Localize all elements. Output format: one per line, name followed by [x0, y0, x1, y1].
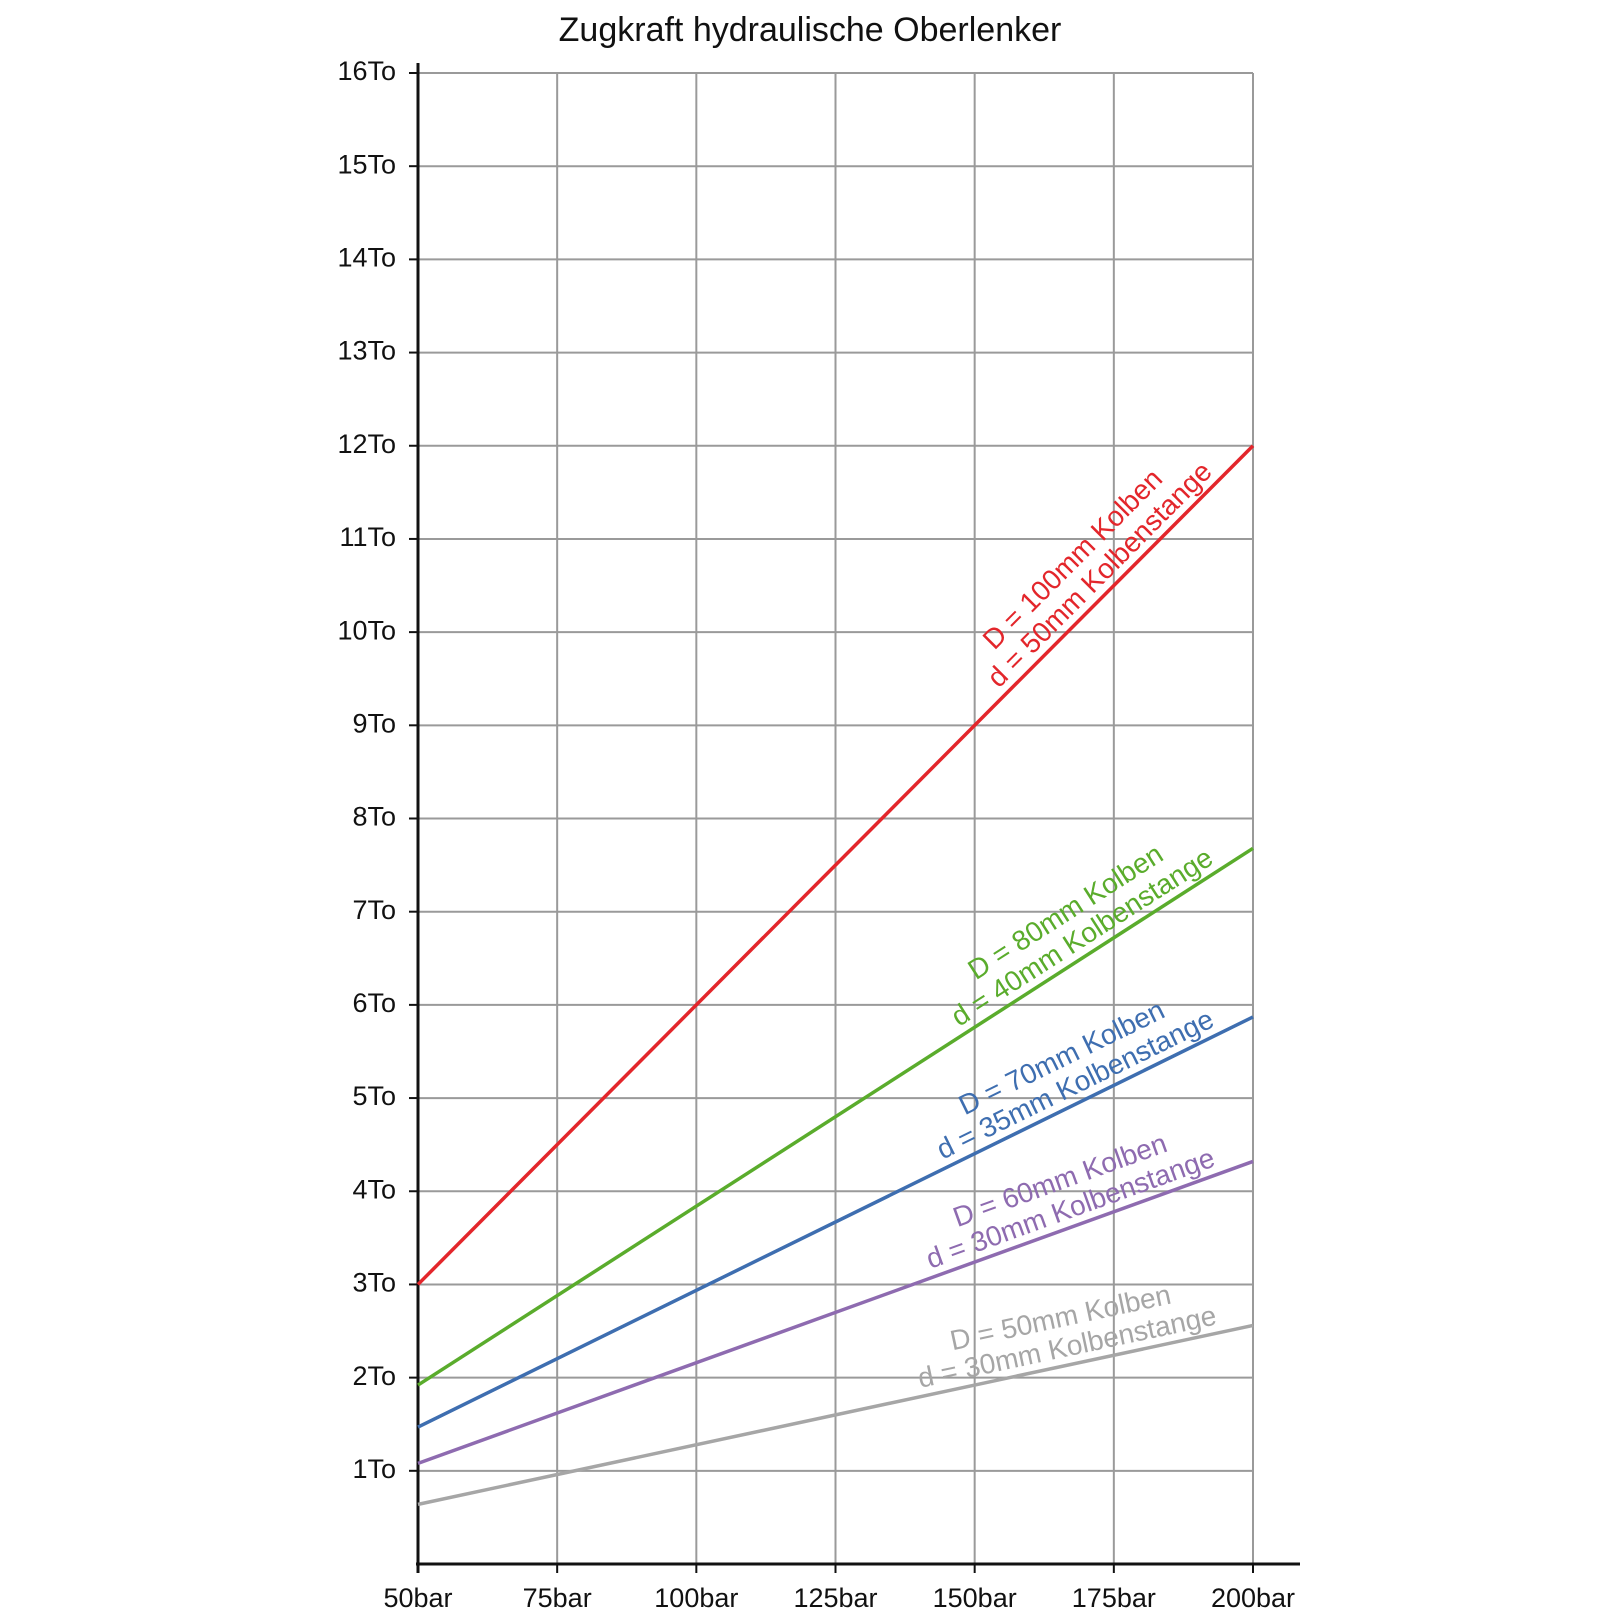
y-tick-label: 15To: [337, 149, 396, 179]
series-line: [417, 1015, 1254, 1429]
y-tick-label: 14To: [337, 243, 396, 273]
y-tick-label: 7To: [352, 895, 396, 925]
y-tick-label: 11To: [339, 522, 396, 552]
y-tick-label: 12To: [337, 429, 396, 459]
y-tick-label: 5To: [352, 1081, 396, 1111]
series-line: [416, 444, 1255, 1286]
y-tick-label: 6To: [352, 988, 396, 1018]
line-annotation: d = 50mm Kolbenstange: [981, 456, 1218, 694]
y-tick-label: 8To: [352, 802, 396, 832]
series-line: [417, 1323, 1254, 1507]
y-tick-label: 1To: [352, 1454, 396, 1484]
x-tick-label: 50bar: [383, 1583, 452, 1613]
y-tick-label: 10To: [337, 615, 396, 645]
y-tick-label: 9To: [352, 708, 396, 738]
series-line: [417, 1159, 1254, 1466]
series-line: [417, 846, 1254, 1387]
x-tick-label: 150bar: [933, 1583, 1017, 1613]
y-tick-label: 3To: [352, 1268, 396, 1298]
x-tick-label: 100bar: [654, 1583, 738, 1613]
x-tick-label: 75bar: [523, 1583, 592, 1613]
y-tick-label: 4To: [352, 1174, 396, 1204]
y-tick-label: 13To: [337, 336, 396, 366]
y-tick-label: 2To: [352, 1361, 396, 1391]
x-tick-label: 200bar: [1211, 1583, 1295, 1613]
line-annotation: d = 40mm Kolbenstange: [945, 842, 1218, 1033]
y-tick-label: 16To: [337, 56, 396, 86]
chart-title: Zugkraft hydraulische Oberlenker: [559, 11, 1062, 49]
x-tick-label: 175bar: [1072, 1583, 1156, 1613]
x-tick-label: 125bar: [793, 1583, 877, 1613]
